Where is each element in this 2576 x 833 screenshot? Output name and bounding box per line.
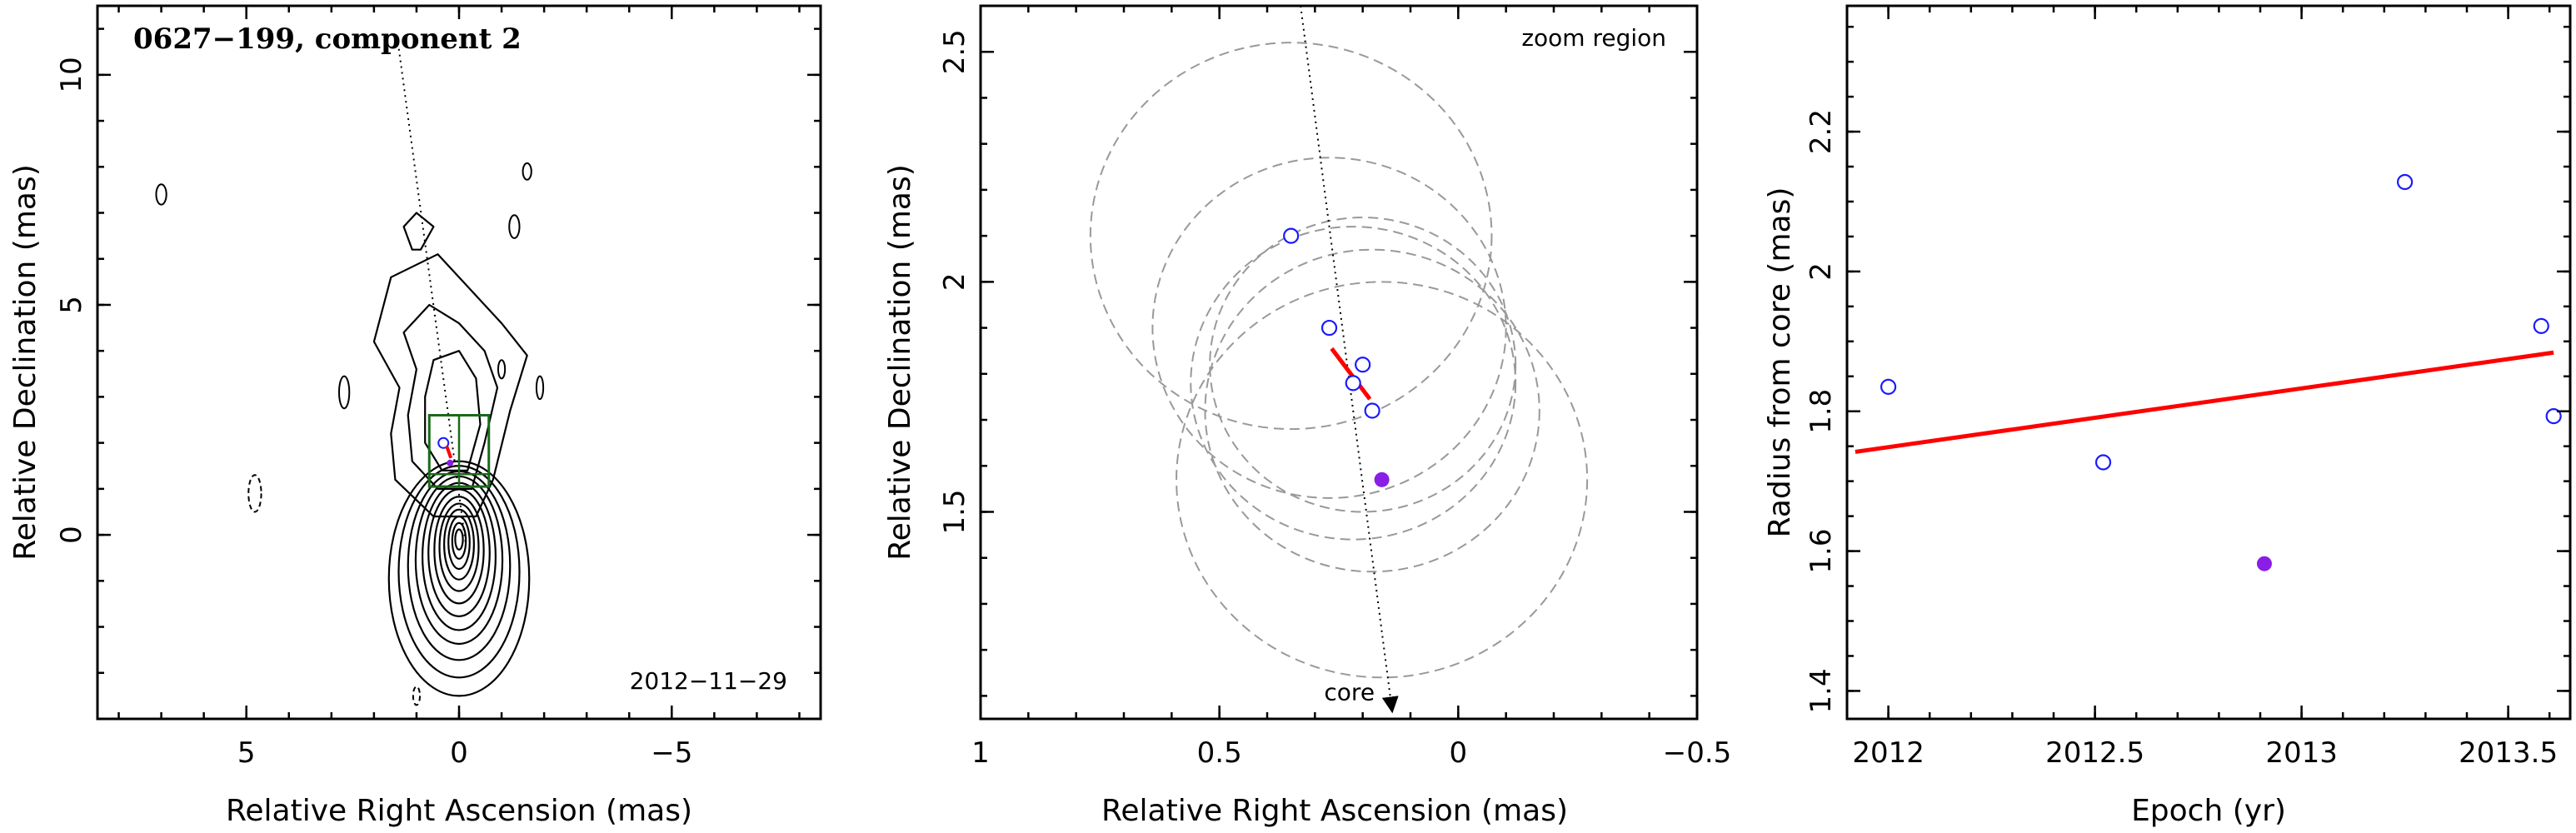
radius-plot xyxy=(1855,175,2561,571)
x-tick-label: −0.5 xyxy=(1663,736,1732,770)
panel-1-date: 2012−11−29 xyxy=(630,667,787,695)
isolated-contour xyxy=(523,163,532,180)
component-fit-marker xyxy=(447,446,451,458)
panel-2-ticks: 1 0.5 0 −0.5 1.5 2 2.5 xyxy=(938,6,1731,770)
x-tick-label: 0 xyxy=(1450,736,1468,770)
panel-2-ylabel: Relative Declination (mas) xyxy=(883,164,917,561)
negative-contour xyxy=(413,686,420,705)
y-tick-label: 1.8 xyxy=(1805,389,1838,434)
isolated-contour xyxy=(156,184,166,204)
jet-contour xyxy=(425,351,480,471)
panel-2-frame xyxy=(981,6,1697,719)
data-point-open xyxy=(2096,456,2110,470)
x-tick-label: 0.5 xyxy=(1197,736,1242,770)
data-point-open xyxy=(1365,403,1380,417)
x-tick-label: 0 xyxy=(450,736,468,770)
contour-level xyxy=(422,483,496,631)
panel-2-xlabel: Relative Right Ascension (mas) xyxy=(1101,794,1568,828)
data-point-filled xyxy=(2257,556,2272,571)
data-point-open xyxy=(1322,321,1336,335)
x-tick-label: 1 xyxy=(971,736,990,770)
isolated-contour xyxy=(509,215,519,238)
isolated-contour xyxy=(498,360,505,378)
panel-3-ylabel: Radius from core (mas) xyxy=(1763,187,1797,538)
jet-contour xyxy=(404,213,434,250)
core-label: core xyxy=(1324,678,1375,706)
panel-1: 5 0 −5 0 5 10 0627−199, component 2 2012−11−2… xyxy=(8,6,821,828)
data-point-filled xyxy=(1375,472,1390,487)
x-tick-label: 5 xyxy=(237,736,256,770)
negative-contour xyxy=(248,475,261,511)
data-point-open xyxy=(1355,357,1370,372)
isolated-contour xyxy=(537,377,543,400)
panel-1-ylabel: Relative Declination (mas) xyxy=(8,164,42,561)
x-tick-label: 2012.5 xyxy=(2045,736,2144,770)
y-tick-label: 10 xyxy=(55,57,88,92)
jet-axis-arrow xyxy=(1300,6,1391,705)
panel-3-ticks: 2012 2012.5 2013 2013.5 1.4 1.6 1.8 2 2.2 xyxy=(1805,6,2570,770)
zoom-region-label: zoom region xyxy=(1521,24,1666,52)
y-tick-label: 5 xyxy=(55,296,88,314)
x-tick-label: 2013.5 xyxy=(2459,736,2558,770)
fit-line xyxy=(1855,352,2554,451)
y-tick-label: 2 xyxy=(938,273,971,292)
panel-2: core 1 0.5 0 −0.5 1.5 2 2.5 zoom region Relati… xyxy=(883,6,1731,828)
fit-line xyxy=(1331,348,1370,399)
y-tick-label: 0 xyxy=(55,526,88,544)
panel-1-frame xyxy=(97,6,821,719)
y-tick-label: 1.6 xyxy=(1805,529,1838,574)
y-tick-label: 2.5 xyxy=(938,29,971,74)
jet-axis-line xyxy=(397,38,466,542)
data-point-open xyxy=(2534,319,2549,333)
x-tick-label: −5 xyxy=(651,736,692,770)
zoom-plot: core xyxy=(1091,6,1587,706)
panel-3: 2012 2012.5 2013 2013.5 1.4 1.6 1.8 2 2.2 Epoch … xyxy=(1763,6,2570,828)
data-point-open xyxy=(1881,380,1895,394)
y-tick-label: 1.5 xyxy=(938,489,971,534)
panel-3-frame xyxy=(1847,6,2570,719)
data-point-open xyxy=(1284,229,1298,243)
y-tick-label: 1.4 xyxy=(1805,668,1838,713)
panel-3-xlabel: Epoch (yr) xyxy=(2131,794,2286,828)
contour-map xyxy=(156,38,543,706)
chart-figure: 5 0 −50510 0627−199, component 2 2012−11−2… xyxy=(0,0,2576,833)
data-point-open xyxy=(2398,175,2412,189)
x-tick-label: 2012 xyxy=(1852,736,1925,770)
panel-1-title: 0627−199, component 2 xyxy=(133,22,522,56)
contour-level xyxy=(455,529,462,549)
y-tick-label: 2 xyxy=(1805,262,1838,281)
component-marker-filled xyxy=(447,460,453,466)
isolated-contour xyxy=(339,377,349,409)
contour-level xyxy=(452,523,466,559)
panel-1-ticks: 5 0 −5 0 5 10 xyxy=(55,6,821,770)
x-tick-label: 2013 xyxy=(2265,736,2338,770)
panel-1-xlabel: Relative Right Ascension (mas) xyxy=(226,794,692,828)
y-tick-label: 2.2 xyxy=(1805,109,1838,154)
data-point-open xyxy=(1346,376,1360,390)
